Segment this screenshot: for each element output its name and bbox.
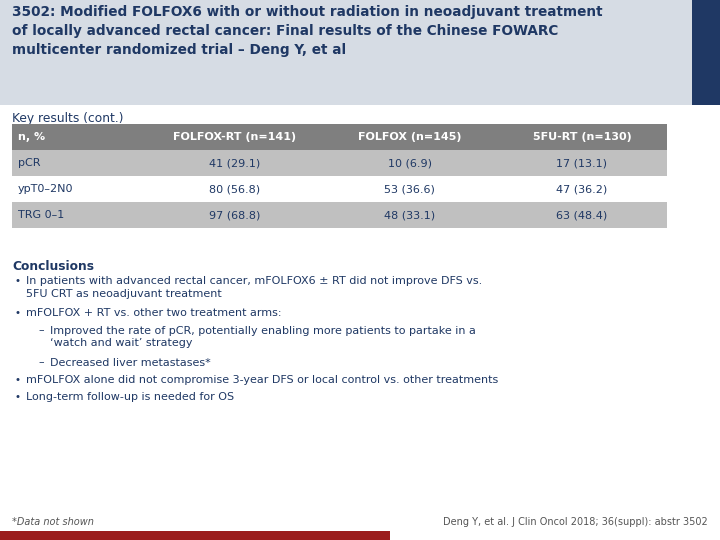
Text: 48 (33.1): 48 (33.1) [384,210,435,220]
Text: –: – [38,326,44,335]
Bar [12,176,667,202]
Text: 41 (29.1): 41 (29.1) [209,158,260,168]
Text: –: – [38,357,44,368]
Text: Conclusions: Conclusions [12,260,94,273]
Text: FOLFOX (n=145): FOLFOX (n=145) [358,132,462,142]
Text: 97 (68.8): 97 (68.8) [209,210,260,220]
Text: TRG 0–1: TRG 0–1 [18,210,64,220]
Bar [12,202,667,228]
Text: 47 (36.2): 47 (36.2) [557,184,608,194]
Bar [0,0,692,105]
Bar [12,124,667,150]
Text: •: • [14,375,20,385]
Text: Long-term follow-up is needed for OS: Long-term follow-up is needed for OS [26,393,234,402]
Text: Key results (cont.): Key results (cont.) [12,112,124,125]
Text: 17 (13.1): 17 (13.1) [557,158,608,168]
Text: Decreased liver metastases*: Decreased liver metastases* [50,357,211,368]
Text: mFOLFOX alone did not compromise 3-year DFS or local control vs. other treatment: mFOLFOX alone did not compromise 3-year … [26,375,498,385]
Text: ypT0–2N0: ypT0–2N0 [18,184,73,194]
Text: pCR: pCR [18,158,40,168]
Bar [0,531,390,540]
Text: •: • [14,308,20,318]
Text: 80 (56.8): 80 (56.8) [209,184,260,194]
Text: Improved the rate of pCR, potentially enabling more patients to partake in a
‘wa: Improved the rate of pCR, potentially en… [50,326,476,348]
Text: 3502: Modified FOLFOX6 with or without radiation in neoadjuvant treatment
of loc: 3502: Modified FOLFOX6 with or without r… [12,5,603,57]
Text: •: • [14,276,20,286]
Text: *Data not shown: *Data not shown [12,517,94,527]
Text: mFOLFOX + RT vs. other two treatment arms:: mFOLFOX + RT vs. other two treatment arm… [26,308,282,318]
Text: n, %: n, % [18,132,45,142]
Text: Deng Y, et al. J Clin Oncol 2018; 36(suppl): abstr 3502: Deng Y, et al. J Clin Oncol 2018; 36(sup… [444,517,708,527]
Text: 5FU-RT (n=130): 5FU-RT (n=130) [533,132,631,142]
Text: •: • [14,393,20,402]
Bar [692,0,720,105]
Text: 53 (36.6): 53 (36.6) [384,184,435,194]
Bar [12,150,667,176]
Text: In patients with advanced rectal cancer, mFOLFOX6 ± RT did not improve DFS vs.
5: In patients with advanced rectal cancer,… [26,276,482,299]
Text: 10 (6.9): 10 (6.9) [387,158,431,168]
Text: FOLFOX-RT (n=141): FOLFOX-RT (n=141) [173,132,296,142]
Text: 63 (48.4): 63 (48.4) [557,210,608,220]
